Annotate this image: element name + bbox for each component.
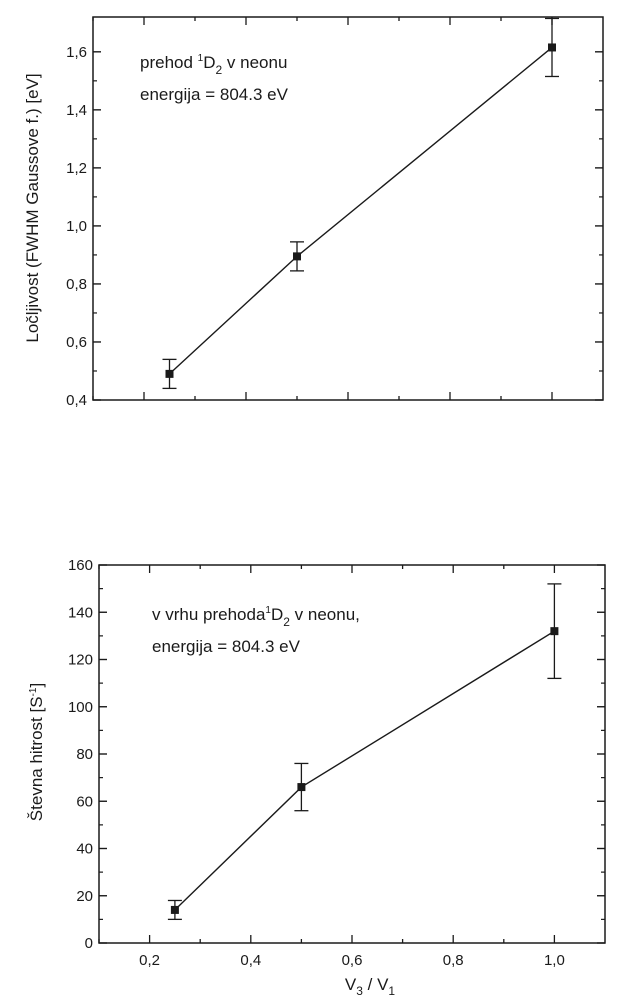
bottom-annotation-line2: energija = 804.3 eV bbox=[152, 637, 301, 656]
bottom-axis-ticks bbox=[98, 564, 605, 944]
bottom-ytick-label: 140 bbox=[68, 604, 93, 621]
bottom-xtick-label: 1,0 bbox=[544, 952, 565, 969]
bottom-data-point bbox=[550, 627, 559, 636]
bottom-y-tick-labels: 0 20 40 60 80 100 120 140 160 bbox=[68, 557, 93, 952]
top-data-point bbox=[293, 252, 301, 261]
chart-bottom: 0 20 40 60 80 100 120 140 160 0,2 0,4 0,6 0,8 1,0 Št… bbox=[27, 557, 606, 996]
top-annotation-line2: energija = 804.3 eV bbox=[140, 85, 289, 104]
bottom-xtick-label: 0,6 bbox=[342, 952, 363, 969]
bottom-series-line bbox=[174, 630, 555, 911]
top-data-point bbox=[548, 43, 556, 52]
top-ytick-label: 1,2 bbox=[66, 160, 87, 177]
top-ytick-label: 1,4 bbox=[66, 102, 87, 119]
bottom-ytick-label: 0 bbox=[85, 935, 93, 952]
bottom-ytick-label: 160 bbox=[68, 557, 93, 574]
bottom-xtick-label: 0,8 bbox=[443, 952, 464, 969]
chart-top: 0,4 0,6 0,8 1,0 1,2 1,4 1,6 Ločljivost (FWHM G… bbox=[23, 16, 604, 409]
bottom-ytick-label: 20 bbox=[76, 888, 93, 905]
bottom-xtick-label: 0,4 bbox=[240, 952, 261, 969]
bottom-x-axis-title: V3 / V1 bbox=[345, 975, 396, 996]
plot-frame-top bbox=[92, 16, 604, 401]
top-ytick-label: 0,8 bbox=[66, 276, 87, 293]
top-axis-ticks bbox=[92, 17, 603, 401]
top-y-axis-title: Ločljivost (FWHM Gaussove f.) [eV] bbox=[23, 73, 42, 342]
top-y-tick-labels: 0,4 0,6 0,8 1,0 1,2 1,4 1,6 bbox=[66, 44, 87, 409]
bottom-y-axis-title: Števna hitrost [S-1] bbox=[27, 683, 46, 821]
bottom-x-tick-labels: 0,2 0,4 0,6 0,8 1,0 bbox=[139, 952, 565, 969]
top-ytick-label: 1,6 bbox=[66, 44, 87, 61]
top-ytick-label: 1,0 bbox=[66, 218, 87, 235]
top-annotation-line1: prehod 1D2 v neonu bbox=[140, 53, 287, 77]
top-ytick-label: 0,6 bbox=[66, 334, 87, 351]
bottom-xtick-label: 0,2 bbox=[139, 952, 160, 969]
top-data-point bbox=[165, 369, 174, 378]
bottom-ytick-label: 120 bbox=[68, 652, 93, 669]
top-series bbox=[162, 17, 559, 390]
bottom-ytick-label: 100 bbox=[68, 699, 93, 716]
bottom-series bbox=[167, 583, 562, 921]
bottom-ytick-label: 40 bbox=[76, 841, 93, 858]
bottom-ytick-label: 60 bbox=[76, 793, 93, 810]
bottom-data-point bbox=[170, 905, 179, 914]
bottom-annotation-line1: v vrhu prehoda1D2 v neonu, bbox=[152, 605, 360, 629]
bottom-data-point bbox=[297, 783, 306, 792]
top-ytick-label: 0,4 bbox=[66, 392, 87, 409]
bottom-ytick-label: 80 bbox=[76, 746, 93, 763]
